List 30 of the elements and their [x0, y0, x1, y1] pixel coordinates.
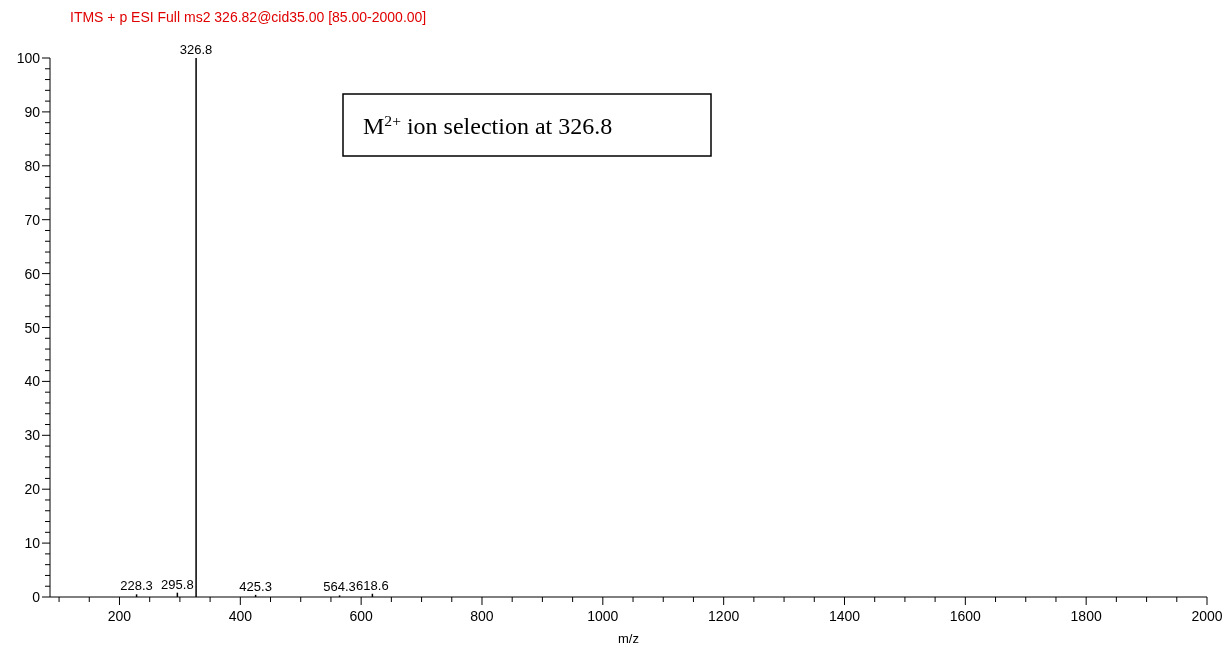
x-axis-title: m/z [618, 631, 639, 646]
y-tick-label: 90 [24, 103, 41, 120]
chart-title: ITMS + p ESI Full ms2 326.82@cid35.00 [85.00-2000.00] [70, 9, 427, 25]
y-tick-label: 80 [24, 157, 41, 174]
x-tick-label: 1000 [587, 608, 619, 624]
x-tick-label: 1600 [949, 608, 982, 624]
x-tick-label: 1800 [1070, 608, 1102, 624]
x-tick-label: 200 [107, 608, 132, 624]
annotation: 326.8 [179, 42, 213, 57]
x-tick-label: 600 [349, 608, 374, 624]
annotation: 618.6 [356, 577, 389, 593]
x-tick-label: 800 [470, 608, 494, 624]
x-tick-label: 1400 [828, 608, 861, 624]
y-tick-label: 50 [24, 319, 41, 336]
annotation: 564.3 [323, 579, 356, 595]
y-tick-label: 0 [32, 589, 41, 605]
x-tick-label: 400 [228, 608, 253, 624]
x-tick-label: 1200 [708, 608, 740, 624]
y-tick-label: 40 [24, 373, 41, 390]
y-tick-label: 20 [24, 481, 41, 498]
annotation: M$^{2+}$ ion selection at 326.8 [363, 111, 613, 139]
y-tick-label: 100 [16, 50, 41, 66]
y-tick-label: 10 [24, 535, 41, 552]
annotation: 295.8 [161, 576, 194, 592]
x-tick-label: 2000 [1191, 608, 1223, 624]
y-tick-label: 60 [24, 265, 41, 282]
y-tick-label: 30 [24, 427, 41, 444]
annotation: 425.3 [239, 578, 272, 594]
annotation: 228.3 [120, 578, 153, 594]
y-tick-label: 70 [24, 211, 41, 228]
